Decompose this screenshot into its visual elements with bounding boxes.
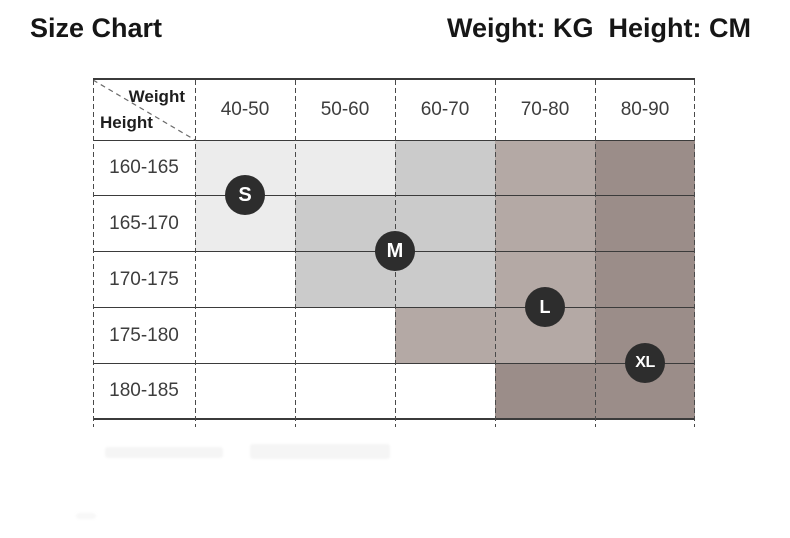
weight-col-header-4: 80-90 [595,80,695,140]
size-cell-r0-c1 [295,140,395,195]
size-cell-r3-c1 [295,307,395,363]
artifact-smudge [76,513,96,519]
grid-dashed-line [93,80,94,427]
weight-col-header-3: 70-80 [495,80,595,140]
height-row-header-0: 160-165 [93,140,195,195]
grid-dashed-line [195,80,196,427]
size-cell-r4-c0 [195,363,295,418]
size-badge-l: L [525,287,565,327]
grid-dashed-line [495,80,496,427]
size-cell-r3-c2 [395,307,495,363]
weight-col-header-2: 60-70 [395,80,495,140]
size-cell-r1-c3 [495,195,595,251]
size-cell-r2-c0 [195,251,295,307]
height-row-header-4: 180-185 [93,363,195,418]
size-cell-r4-c3 [495,363,595,418]
size-cell-r4-c1 [295,363,395,418]
height-row-header-3: 175-180 [93,307,195,363]
grid-dashed-line [295,80,296,427]
diagonal-divider-line [93,80,195,140]
artifact-smudge [250,444,390,459]
size-cell-r4-c2 [395,363,495,418]
size-cell-r1-c4 [595,195,695,251]
corner-cell: Weight Height [93,80,195,140]
size-chart-table: Weight Height 40-50 50-60 60-70 70-80 80-90 1… [93,78,695,427]
weight-col-header-1: 50-60 [295,80,395,140]
weight-col-header-0: 40-50 [195,80,295,140]
grid-dashed-line [595,80,596,427]
size-cell-r0-c4 [595,140,695,195]
size-cell-r2-c4 [595,251,695,307]
units-label: Weight: KG Height: CM [447,13,751,43]
size-cell-r0-c3 [495,140,595,195]
height-row-header-2: 170-175 [93,251,195,307]
artifact-smudge [105,447,223,458]
corner-height-label: Height [100,113,153,132]
size-grid: Weight Height 40-50 50-60 60-70 70-80 80-90 1… [93,80,695,418]
page-title: Size Chart [30,13,163,43]
height-row-header-1: 165-170 [93,195,195,251]
corner-weight-label: Weight [128,87,185,106]
size-badge-m: M [375,231,415,271]
size-badge-s: S [225,175,265,215]
size-cell-r3-c0 [195,307,295,363]
grid-dashed-line [694,80,695,427]
size-cell-r0-c2 [395,140,495,195]
size-badge-xl: XL [625,343,665,383]
